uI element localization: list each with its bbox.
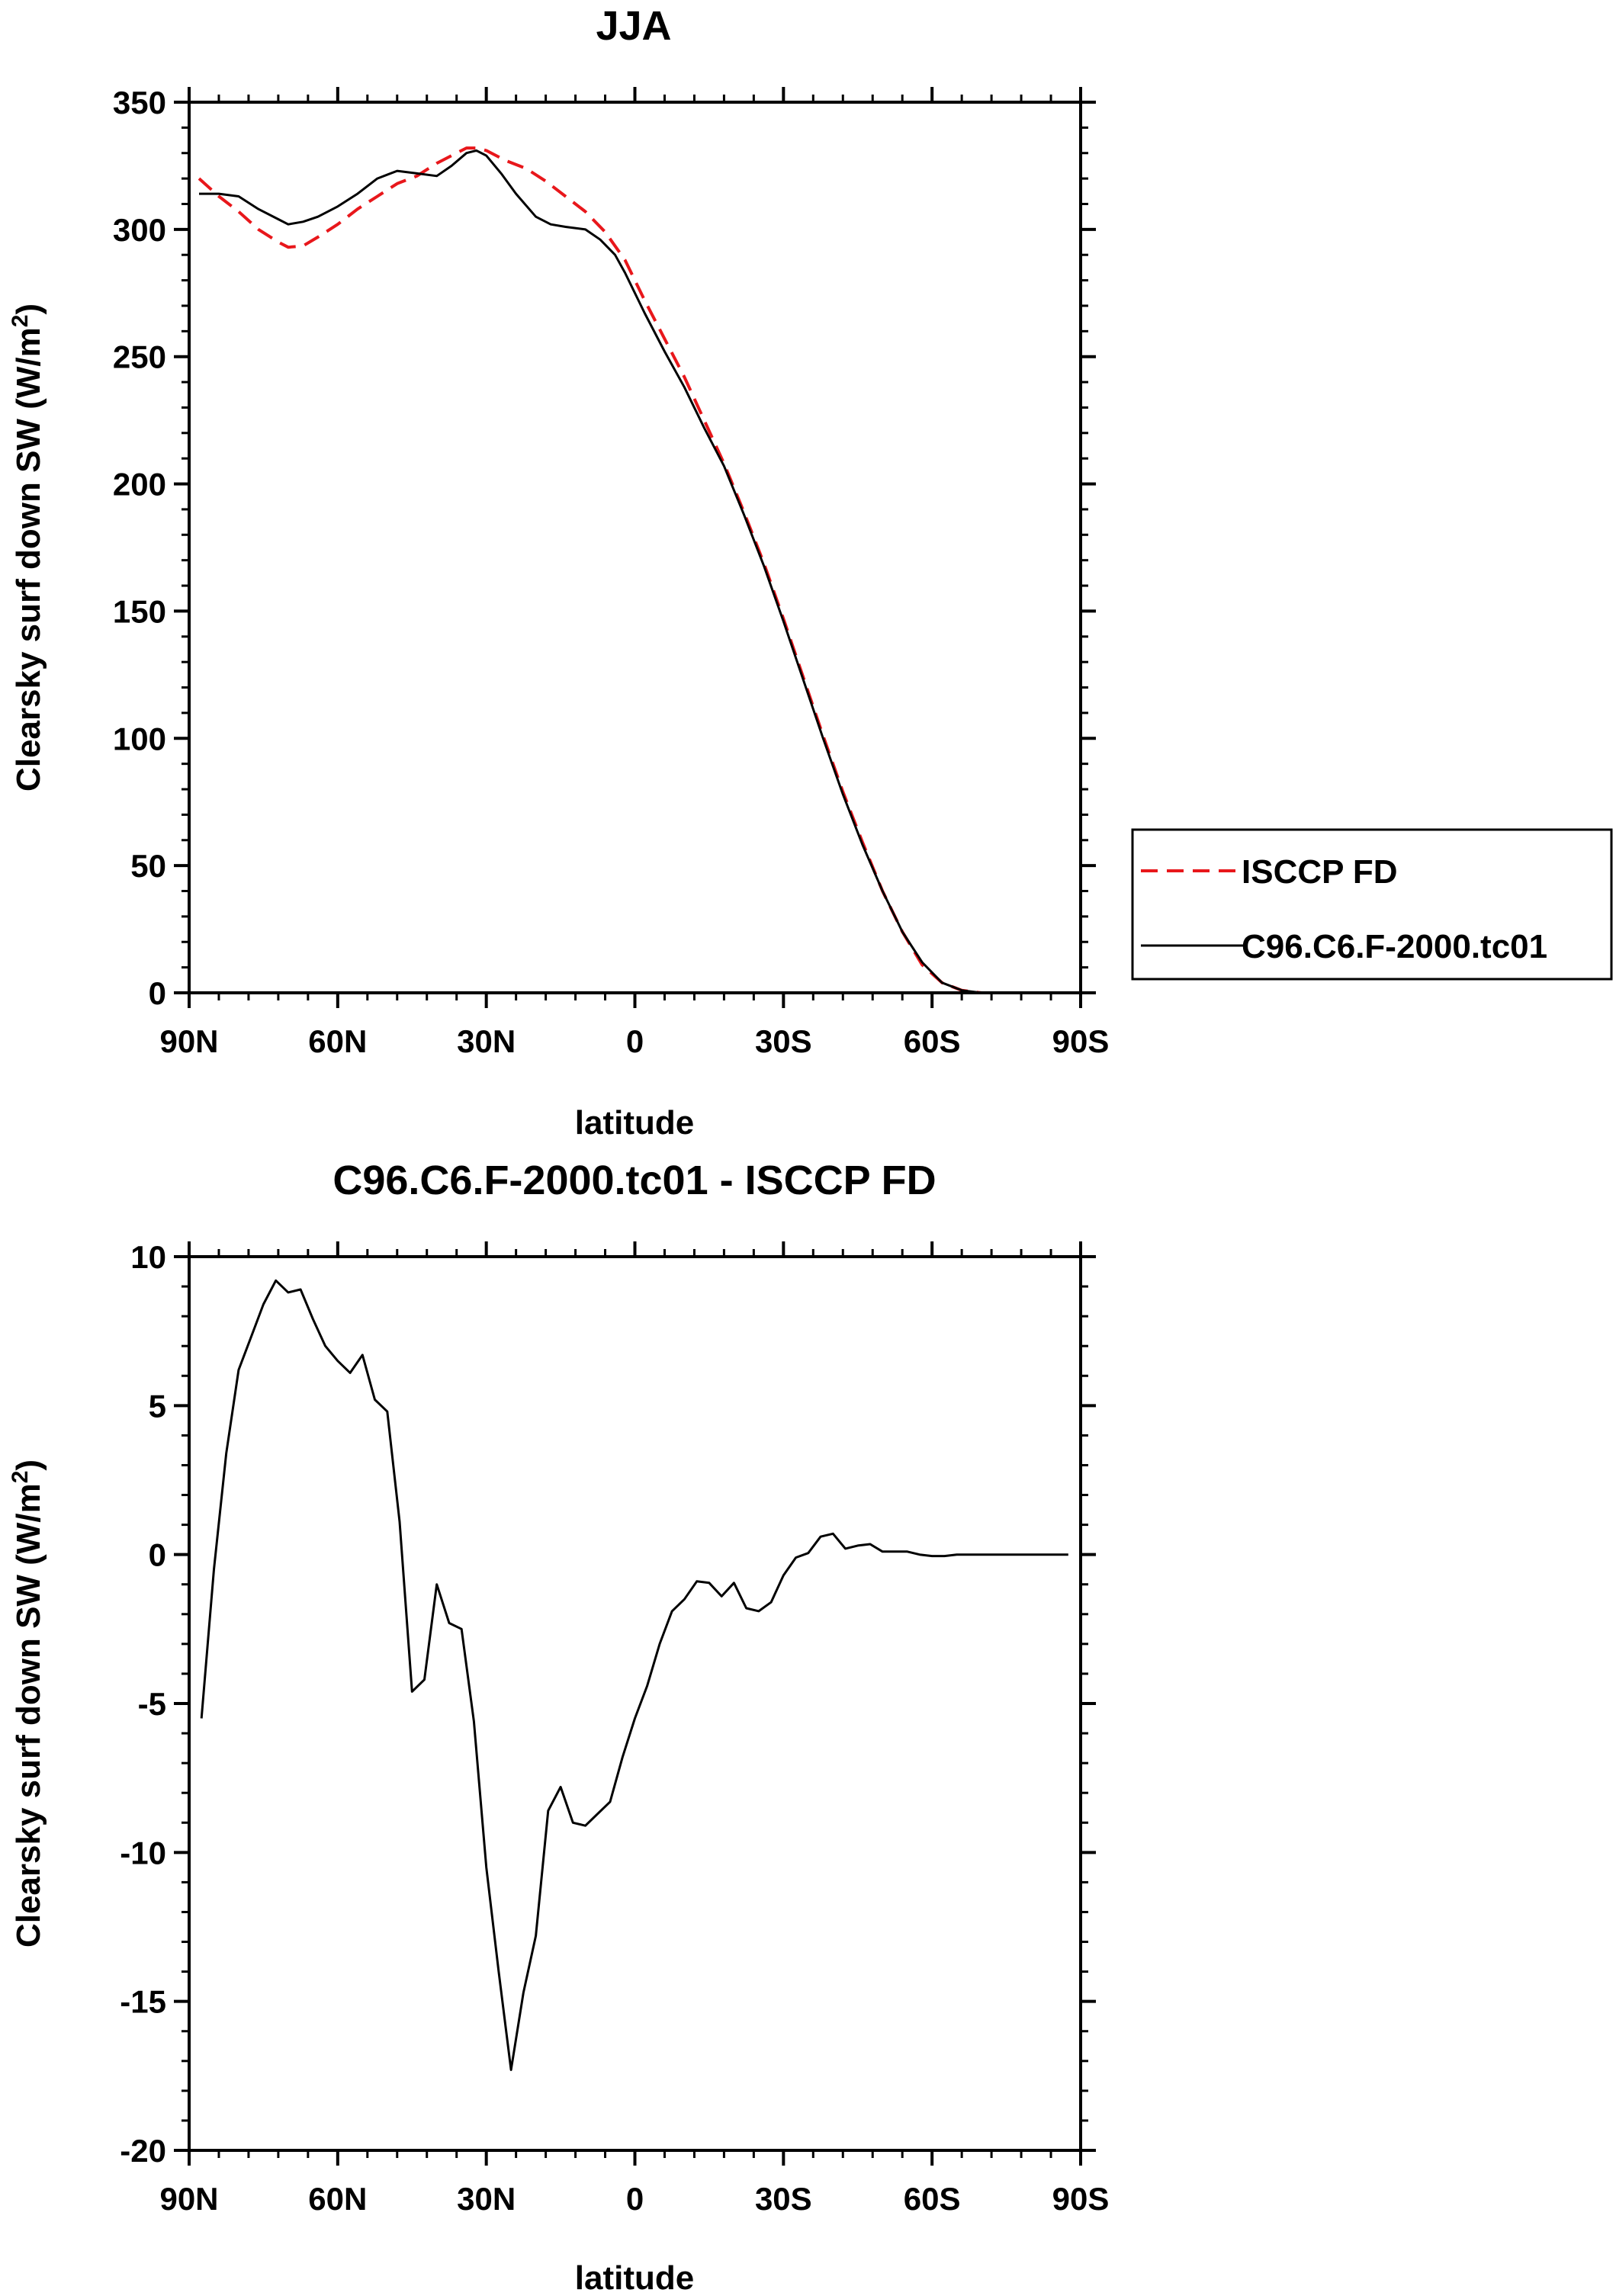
chart-bottom-y-tick-label: 5 [149,1388,166,1424]
chart-top-y-label-sup: 2 [8,315,33,328]
chart-top-y-tick-label: 250 [113,339,166,375]
chart-bottom-y-tick-label: 0 [149,1537,166,1573]
chart-bottom-x-tick-label: 60S [904,2181,961,2217]
chart-bottom-y-label-sup: 2 [8,1471,33,1484]
chart-top-y-tick-label: 150 [113,593,166,629]
chart-top-y-ticks: 0 50 100 150 200 250 300 350 [113,85,1096,1011]
chart-top-series [198,146,1071,994]
chart-top-x-axis-label: latitude [575,1104,694,1142]
chart-bottom-y-label-end: ) [10,1459,47,1471]
chart-bottom-y-tick-label: -5 [138,1686,166,1722]
chart-bottom-y-tick-label: -10 [120,1835,166,1871]
chart-bottom-x-tick-label: 30S [755,2181,812,2217]
chart-bottom-title: C96.C6.F-2000.tc01 - ISCCP FD [333,1158,936,1203]
chart-bottom-y-label-text: Clearsky surf down SW (W/m [10,1483,47,1948]
chart-top-plot-frame [188,101,1082,994]
chart-top-y-tick-label: 350 [113,85,166,120]
chart-bottom-plot-frame [188,1255,1082,2152]
chart-top-x-tick-label: 90N [159,1023,218,1059]
chart-top-y-label-end: ) [10,303,47,315]
chart-bottom-y-ticks: -20 -15 -10 -5 0 5 10 [120,1239,1096,2169]
legend-entry-model: C96.C6.F-2000.tc01 [1242,928,1547,965]
legend-box [1131,828,1613,981]
chart-bottom: C96.C6.F-2000.tc01 - ISCCP FD -20-15-10-… [8,1158,1109,2296]
chart-top-x-tick-label: 60S [904,1023,961,1059]
chart-bottom-x-tick-label: 0 [626,2181,644,2217]
chart-top-x-tick-label: 60N [308,1023,367,1059]
chart-bottom-series-line-0 [200,1279,1068,2071]
chart-top-y-tick-label: 100 [113,721,166,756]
chart-top-series-line-1 [199,149,1071,994]
chart-top-y-tick-label: 0 [149,975,166,1011]
chart-top-y-tick-label: 200 [113,467,166,503]
chart-bottom-y-axis-label: Clearsky surf down SW (W/m2) [8,1459,47,1948]
chart-top-series-line-0 [198,146,1071,994]
chart-bottom-x-tick-label: 90N [159,2181,218,2217]
chart-bottom-x-tick-label: 30N [457,2181,516,2217]
chart-bottom-minor-ticks [182,1249,1088,2158]
chart-bottom-y-tick-label: -15 [120,1984,166,2020]
chart-top-y-tick-label: 300 [113,212,166,248]
chart-bottom-y-tick-label: 10 [130,1239,166,1275]
legend-entry-isccp: ISCCP FD [1242,853,1398,891]
chart-top-x-tick-label: 30S [755,1023,812,1059]
chart-bottom-x-axis-label: latitude [575,2259,694,2296]
chart-top-title: JJA [596,3,671,49]
chart-bottom-x-tick-label: 90S [1052,2181,1110,2217]
chart-top-y-tick-label: 50 [130,848,166,884]
chart-top-legend: ISCCP FD C96.C6.F-2000.tc01 [1131,828,1613,981]
chart-bottom-series [200,1279,1068,2071]
chart-top-x-tick-label: 90S [1052,1023,1110,1059]
chart-bottom-x-tick-label: 60N [308,2181,367,2217]
chart-top-x-tick-label: 0 [626,1023,644,1059]
chart-top-x-tick-label: 30N [457,1023,516,1059]
chart-top: JJA 0 50 100 150 200 250 300 350 90N 60N 30N 0 30S 6… [8,3,1613,1142]
chart-bottom-x-ticks: 90N 60N 30N 0 30S 60S 90S [159,1241,1109,2217]
chart-top-y-axis-label: Clearsky surf down SW (W/m2) [8,303,47,792]
chart-top-y-label-text: Clearsky surf down SW (W/m [10,327,47,792]
chart-top-minor-ticks [182,95,1088,1000]
chart-bottom-y-tick-label: -20 [120,2133,166,2169]
chart-top-x-ticks: 90N 60N 30N 0 30S 60S 90S [159,87,1109,1059]
